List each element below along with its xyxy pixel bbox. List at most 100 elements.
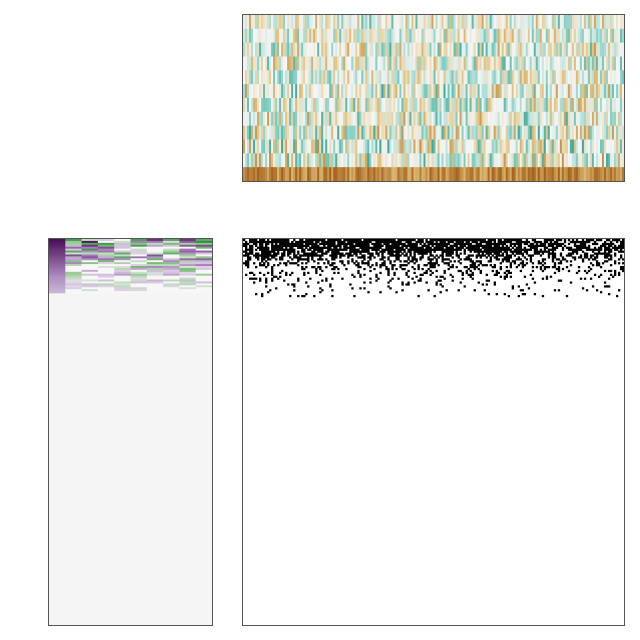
heatmap-cell [489,256,492,259]
heatmap-cell [281,248,284,251]
heatmap-cell [383,28,386,43]
heatmap-cell [565,139,569,154]
heatmap-cell [495,244,498,248]
heatmap-cell [553,264,557,267]
heatmap-cell [499,15,502,30]
heatmap-cell [463,239,466,242]
heatmap-cell [583,256,587,259]
heatmap-cell [263,139,266,154]
heatmap-cell [609,15,613,30]
heatmap-cell [389,260,392,263]
heatmap-cell [361,244,364,248]
heatmap-cell [583,242,587,246]
heatmap-cell [581,258,585,261]
heatmap-cell [269,111,272,126]
heatmap-cell [81,291,99,294]
heatmap-cell [347,153,350,168]
heatmap-cell [461,167,464,181]
heatmap-cell [287,240,290,244]
heatmap-cell [146,269,164,273]
heatmap-cell [373,256,376,259]
heatmap-cell [575,248,579,251]
heatmap-cell [345,28,348,43]
heatmap-cell [367,242,370,246]
heatmap-cell [589,111,593,126]
heatmap-cell [417,294,420,298]
heatmap-cell [407,258,410,261]
heatmap-cell [337,28,340,43]
heatmap-cell [515,98,519,113]
heatmap-cell [577,256,581,259]
heatmap-cell [471,273,474,276]
heatmap-cell [65,291,82,294]
heatmap-cell [339,256,342,259]
heatmap-cell [603,111,607,126]
heatmap-cell [279,111,282,126]
heatmap-cell [483,56,486,71]
heatmap-cell [267,271,270,275]
heatmap-cell [285,111,288,126]
heatmap-cell [483,244,486,248]
heatmap-cell [577,269,581,273]
heatmap-cell [391,250,394,253]
heatmap-cell [553,70,557,85]
heatmap-cell [615,167,619,181]
heatmap-cell [457,98,460,113]
heatmap-cell [114,289,131,292]
heatmap-cell [413,153,416,168]
heatmap-cell [425,125,428,140]
heatmap-cell [130,271,148,275]
heatmap-cell [259,239,262,242]
heatmap-cell [347,111,350,126]
heatmap-cell [399,139,402,154]
heatmap-cell [585,153,589,168]
heatmap-cell [425,264,428,267]
heatmap-cell [437,239,440,242]
heatmap-cell [521,262,525,265]
heatmap-cell [319,15,322,30]
heatmap-cell [331,252,334,255]
heatmap-cell [97,266,115,269]
heatmap-cell [319,111,322,126]
heatmap-cell [419,15,422,30]
heatmap-cell [435,28,438,43]
heatmap-cell [459,111,462,126]
heatmap-cell [331,277,334,280]
heatmap-cell [331,153,334,168]
heatmap-cell [289,246,292,249]
heatmap-cell [399,264,402,267]
heatmap-cell [393,84,396,99]
heatmap-cell [415,240,418,244]
heatmap-cell [439,153,442,168]
heatmap-cell [621,239,624,242]
heatmap-cell [373,98,376,113]
heatmap-cell [243,111,246,126]
heatmap-cell [367,153,370,168]
heatmap-cell [114,260,131,263]
heatmap-cell [445,84,448,99]
heatmap-cell [523,240,527,244]
heatmap-cell [307,111,310,126]
heatmap-cell [359,273,362,276]
heatmap-cell [130,252,148,255]
heatmap-cell [549,84,553,99]
heatmap-cell [285,139,288,154]
heatmap-cell [249,167,252,181]
heatmap-cell [607,250,611,253]
heatmap-cell [449,252,452,255]
heatmap-cell [293,283,296,286]
heatmap-cell [543,56,547,71]
heatmap-cell [437,256,440,259]
heatmap-cell [313,254,316,257]
heatmap-cell [317,98,320,113]
heatmap-cell [555,56,559,71]
heatmap-cell [431,240,434,244]
heatmap-cell [425,252,428,255]
heatmap-cell [519,248,523,251]
heatmap-cell [391,252,394,255]
heatmap-cell [595,239,599,242]
heatmap-cell [343,139,346,154]
heatmap-cell [321,153,324,168]
heatmap-cell [609,254,613,257]
heatmap-cell [363,167,366,181]
